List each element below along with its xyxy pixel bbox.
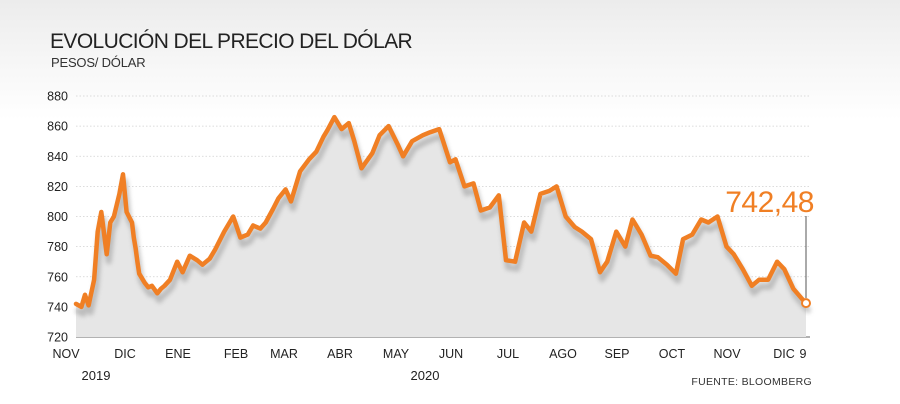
chart-subtitle: PESOS/ DÓLAR <box>51 55 146 70</box>
x-tick-label: FEB <box>224 347 248 361</box>
x-tick-label: MAR <box>270 347 298 361</box>
x-tick-label: JUL <box>497 347 519 361</box>
y-tick-label: 860 <box>47 120 68 134</box>
x-tick-label: SEP <box>604 347 629 361</box>
x-tick-label: ENE <box>165 347 191 361</box>
year-label: 2020 <box>411 368 440 383</box>
area-under-line <box>76 117 806 337</box>
y-tick-label: 820 <box>47 180 68 194</box>
x-tick-label: NOV <box>713 347 741 361</box>
x-tick-label: DIC <box>114 347 136 361</box>
y-tick-label: 800 <box>47 210 68 224</box>
last-value-marker <box>801 298 811 309</box>
source-note: FUENTE: BLOOMBERG <box>691 376 812 388</box>
series-line <box>73 114 809 310</box>
y-tick-label: 780 <box>47 240 68 254</box>
year-label: 2019 <box>82 368 111 383</box>
x-tick-label: MAY <box>383 347 410 361</box>
y-tick-label: 880 <box>47 90 68 104</box>
x-tick-label: OCT <box>659 347 686 361</box>
y-tick-label: 760 <box>47 270 68 284</box>
y-tick-label: 740 <box>47 300 68 314</box>
x-tick-label: DIC <box>773 347 795 361</box>
x-tick-label: ABR <box>327 347 353 361</box>
chart-title: EVOLUCIÓN DEL PRECIO DEL DÓLAR <box>50 30 413 53</box>
last-value-label: 742,48 <box>725 186 814 219</box>
x-tick-label: NOV <box>52 347 80 361</box>
y-tick-label: 840 <box>47 150 68 164</box>
x-tick-label: AGO <box>549 347 577 361</box>
y-tick-label: 720 <box>47 331 68 345</box>
x-tick-label: 9 <box>800 347 807 361</box>
x-tick-label: JUN <box>439 347 463 361</box>
